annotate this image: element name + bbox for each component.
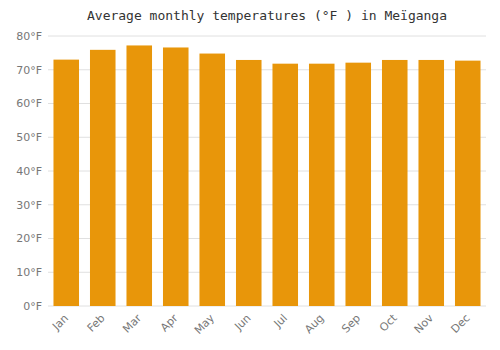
page: {"chart_data": {"type": "bar", "title": … [0, 0, 500, 350]
x-axis: Jan Feb Mar Apr May Jun Jul Aug Sep Oct Nov Dec [49, 311, 472, 337]
bar [382, 60, 408, 306]
chart: Average monthly temperatures (°F ) in Me… [0, 0, 500, 350]
y-tick-label: 10°F [16, 266, 42, 279]
y-tick-label: 50°F [16, 131, 42, 144]
x-tick-label: Jul [271, 312, 290, 331]
y-tick-label: 20°F [16, 232, 42, 245]
x-tick-label: Apr [158, 311, 181, 334]
x-tick-label: Feb [85, 312, 108, 335]
y-tick-label: 40°F [16, 165, 42, 178]
title: Average monthly temperatures (°F ) in Me… [87, 8, 447, 23]
x-tick-label: Mar [120, 311, 144, 335]
x-tick-label: Jan [49, 312, 71, 334]
y-tick-label: 30°F [16, 199, 42, 212]
y-tick-label: 60°F [16, 97, 42, 110]
x-tick-label: Oct [377, 311, 400, 334]
bar [418, 60, 444, 306]
bar [345, 63, 371, 306]
bar [53, 60, 79, 306]
bar [126, 45, 152, 306]
bar [199, 54, 225, 306]
x-tick-label: Jun [232, 312, 254, 334]
x-tick-label: Nov [412, 311, 437, 336]
bar [309, 64, 335, 306]
bar [455, 61, 481, 306]
bar [236, 60, 262, 306]
bar [272, 64, 298, 306]
grid-line [48, 36, 486, 37]
grid [48, 36, 486, 306]
bar [90, 50, 116, 306]
y-axis: 0°F 10°F 20°F 30°F 40°F 50°F 60°F 70°F 80°F [16, 30, 42, 313]
x-tick-label: Dec [448, 312, 472, 336]
x-tick-label: Sep [339, 312, 363, 336]
y-tick-label: 80°F [16, 30, 42, 43]
y-tick-label: 0°F [23, 300, 42, 313]
bars [53, 45, 480, 306]
y-tick-label: 70°F [16, 64, 42, 77]
x-tick-label: May [192, 311, 218, 337]
x-tick-label: Aug [302, 312, 326, 336]
bar [163, 47, 189, 306]
